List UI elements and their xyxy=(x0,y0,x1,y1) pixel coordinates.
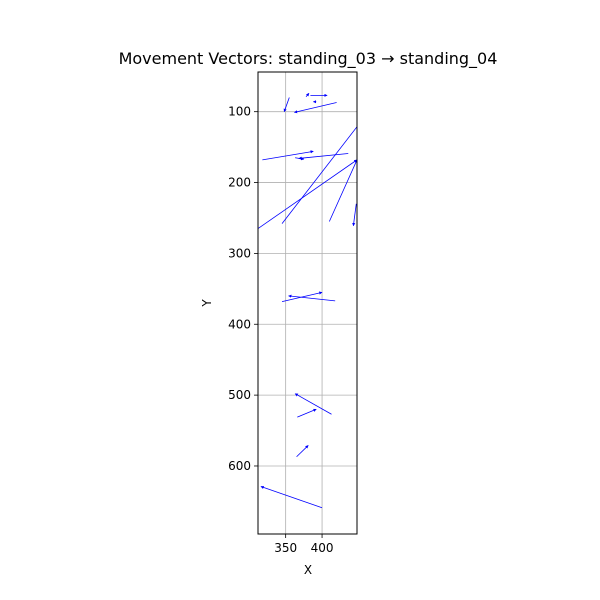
x-tick-label: 350 xyxy=(274,541,297,555)
x-tick-label: 400 xyxy=(311,541,334,555)
vector-layer xyxy=(258,92,357,509)
y-tick-label: 500 xyxy=(228,388,251,402)
y-tick-label: 600 xyxy=(228,459,251,473)
y-tick-label: 400 xyxy=(228,317,251,331)
movement-vector xyxy=(281,122,357,224)
movement-vector xyxy=(260,485,323,509)
movement-vector xyxy=(328,159,357,222)
movement-vector xyxy=(296,445,309,458)
movement-vector xyxy=(305,92,310,98)
movement-vector xyxy=(294,102,337,114)
movement-vector xyxy=(281,291,323,302)
movement-vector xyxy=(262,150,314,161)
y-axis-label: Y xyxy=(200,299,214,308)
movement-vector xyxy=(297,408,317,418)
y-tick-label: 200 xyxy=(228,176,251,190)
x-axis-label: X xyxy=(304,563,312,577)
movement-vector xyxy=(298,153,349,160)
movement-vector xyxy=(283,97,290,113)
ticks: 350 400 100 200 300 400 500 600 xyxy=(228,105,333,555)
y-tick-label: 100 xyxy=(228,105,251,119)
movement-vector xyxy=(258,159,357,229)
y-tick-label: 300 xyxy=(228,246,251,260)
movement-vector xyxy=(352,203,357,227)
plot-frame xyxy=(257,71,358,535)
grid xyxy=(258,72,357,534)
chart-title: Movement Vectors: standing_03 → standing… xyxy=(119,49,498,69)
movement-vector xyxy=(288,294,336,302)
movement-vector xyxy=(294,393,332,415)
